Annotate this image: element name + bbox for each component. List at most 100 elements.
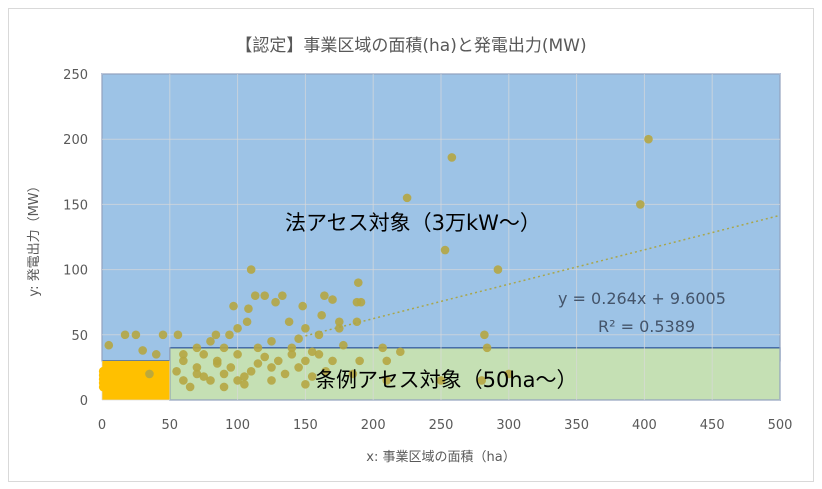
data-point — [287, 350, 297, 359]
data-point — [382, 356, 392, 366]
region-ordinance-assessment — [169, 347, 781, 401]
data-point — [145, 369, 154, 379]
data-point — [320, 291, 329, 300]
data-point — [229, 301, 238, 311]
data-point — [271, 297, 280, 307]
data-point — [356, 297, 366, 307]
data-point — [328, 295, 337, 304]
data-point — [339, 340, 348, 350]
data-point — [120, 330, 130, 340]
data-point — [233, 350, 242, 359]
x-tick-label: 150 — [293, 418, 318, 433]
data-point — [287, 343, 297, 353]
data-point — [378, 343, 387, 353]
data-point — [233, 323, 242, 333]
data-point — [219, 343, 229, 353]
x-tick-label: 0 — [98, 418, 106, 433]
data-point — [250, 291, 260, 300]
data-point — [335, 323, 344, 333]
data-point — [636, 200, 645, 209]
data-point — [131, 330, 141, 340]
data-point — [267, 363, 276, 372]
data-point — [307, 347, 317, 357]
data-point — [396, 347, 405, 357]
trendline — [305, 214, 781, 337]
data-point — [151, 350, 161, 359]
data-point — [242, 317, 252, 327]
x-tick-label: 500 — [768, 418, 793, 433]
data-point — [246, 265, 256, 274]
x-tick-label: 300 — [496, 418, 521, 433]
region-ordinance-label: 条例アセス対象（50ha～） — [315, 368, 577, 392]
y-tick-label: 150 — [63, 198, 88, 213]
data-point — [219, 369, 229, 379]
points-layer — [98, 134, 653, 392]
x-tick-label: 250 — [429, 418, 454, 433]
data-point — [267, 376, 276, 385]
data-point — [192, 363, 202, 372]
data-point — [192, 369, 202, 379]
y-axis-label: y: 発電出力（MW） — [27, 179, 42, 296]
data-point — [173, 330, 183, 340]
x-tick-label: 100 — [225, 418, 250, 433]
data-point — [246, 367, 256, 376]
data-point — [298, 301, 307, 311]
y-tick-label: 100 — [63, 264, 88, 279]
label-layer: 法アセス対象（3万kW～） 条例アセス対象（50ha～） y = 0.264x + … — [285, 211, 726, 392]
x-tick-label: 400 — [632, 418, 657, 433]
data-point — [172, 367, 181, 376]
data-point — [138, 346, 147, 355]
data-point — [211, 330, 221, 340]
data-point — [226, 363, 236, 372]
data-point — [353, 278, 363, 287]
data-point — [284, 317, 294, 327]
data-point — [179, 376, 188, 385]
y-tick-label: 200 — [63, 133, 88, 148]
data-point — [199, 372, 208, 381]
data-point — [335, 317, 344, 327]
data-point — [493, 265, 503, 274]
data-point — [267, 337, 276, 346]
data-point — [240, 372, 249, 381]
data-point — [328, 356, 337, 366]
data-point — [260, 352, 270, 362]
data-point — [233, 376, 242, 385]
data-point — [206, 337, 215, 346]
cluster-point — [158, 366, 168, 376]
tick-layer: 0 50 100 150 200 250 300 350 400 450 500 0 50 100 150 2… — [63, 68, 792, 433]
data-point — [355, 356, 364, 366]
data-point — [436, 376, 446, 385]
x-tick-label: 200 — [361, 418, 386, 433]
data-point — [447, 153, 457, 162]
x-axis-label: x: 事業区域の面積（ha） — [366, 449, 515, 465]
chart-title: 【認定】事業区域の面積(ha)と発電出力(MW) — [235, 36, 586, 56]
data-point — [212, 359, 222, 368]
data-point — [244, 304, 253, 314]
data-point — [477, 376, 486, 385]
data-point — [382, 376, 392, 385]
grid-layer — [101, 73, 781, 401]
data-point — [185, 382, 195, 392]
data-point — [301, 356, 310, 366]
data-point — [225, 330, 234, 340]
x-tick-label: 350 — [564, 418, 589, 433]
data-point — [314, 330, 324, 340]
data-point — [260, 291, 270, 300]
data-point — [158, 330, 168, 340]
x-tick-label: 450 — [700, 418, 725, 433]
data-point — [179, 350, 188, 359]
y-tick-label: 250 — [63, 68, 88, 83]
data-point — [402, 193, 412, 203]
data-point — [321, 367, 331, 376]
y-tick-label: 0 — [80, 394, 88, 409]
data-point — [482, 343, 492, 353]
data-point — [294, 334, 303, 344]
data-point — [301, 380, 310, 389]
data-point — [307, 372, 317, 381]
y-tick-label: 50 — [71, 329, 88, 344]
data-point — [240, 380, 249, 389]
data-point — [253, 343, 263, 353]
data-point — [317, 310, 326, 320]
data-point — [179, 356, 188, 366]
data-point — [294, 363, 303, 372]
